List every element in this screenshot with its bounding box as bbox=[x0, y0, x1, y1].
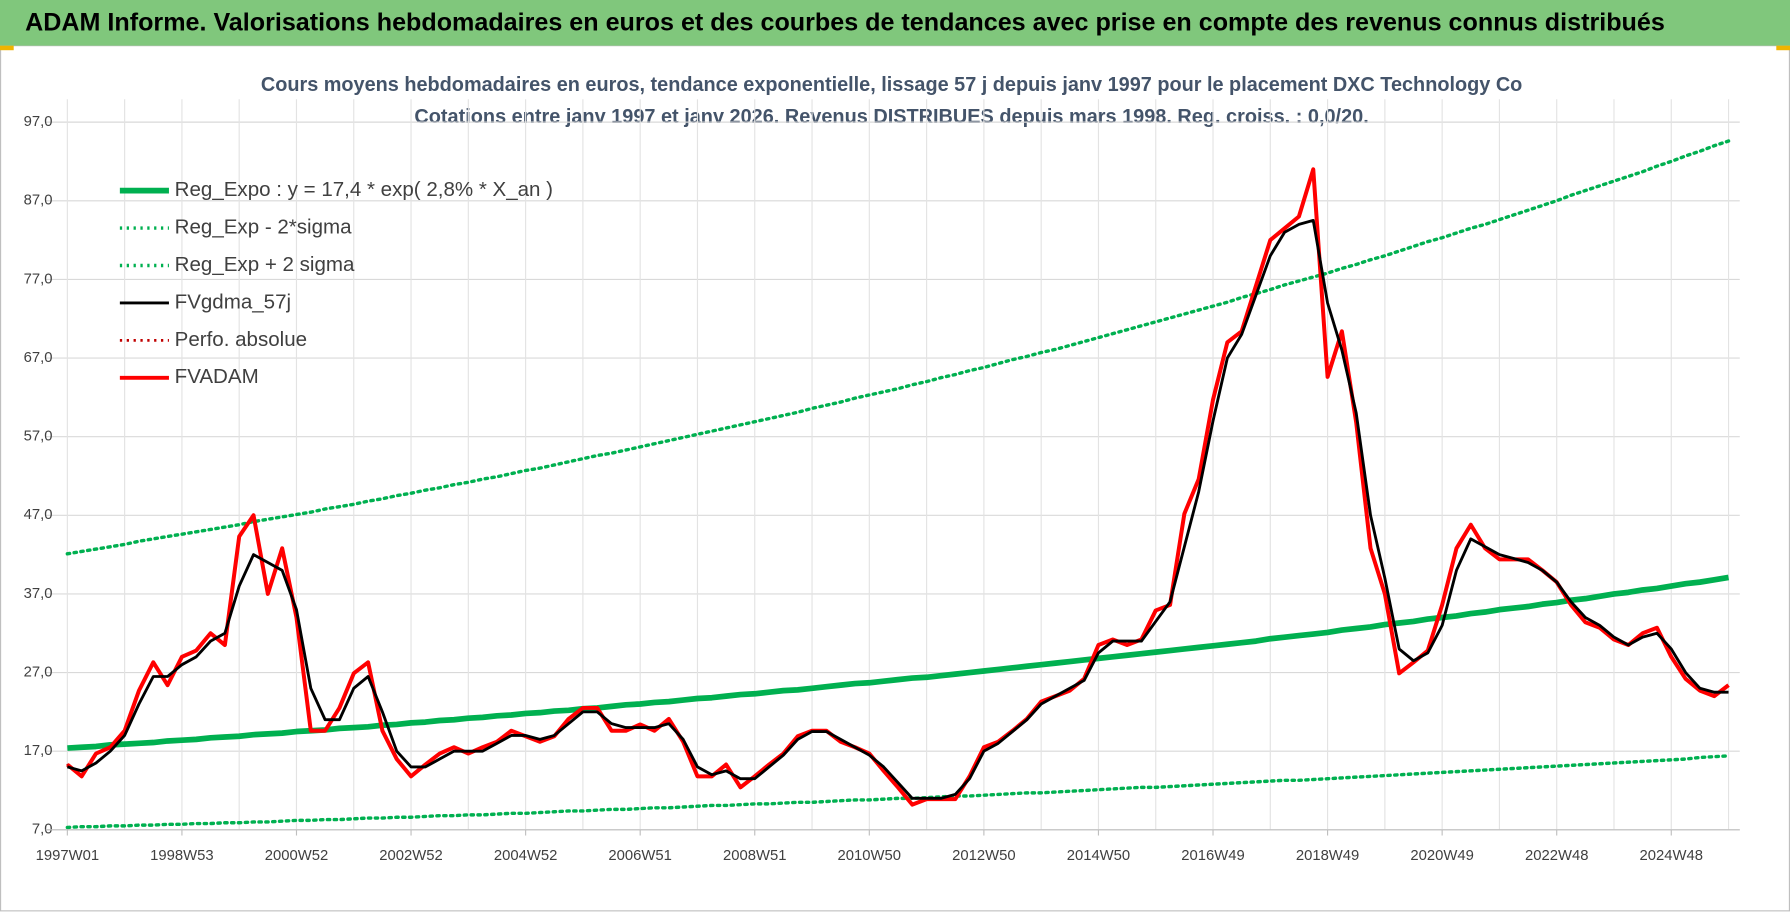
y-tick-label: 17,0 bbox=[24, 743, 53, 759]
series-line bbox=[65, 754, 1731, 830]
x-tick-label: 2012W50 bbox=[952, 848, 1015, 864]
x-tick-label: 2016W49 bbox=[1181, 848, 1244, 864]
legend-label: FVADAM bbox=[175, 365, 259, 388]
chart-title: Cours moyens hebdomadaires en euros, ten… bbox=[261, 73, 1522, 96]
corner-mark bbox=[1776, 45, 1790, 51]
x-tick-label: 2018W49 bbox=[1296, 848, 1359, 864]
x-tick-label: 1998W53 bbox=[150, 848, 213, 864]
y-tick-label: 67,0 bbox=[24, 350, 53, 366]
legend-label: Perfo. absolue bbox=[175, 328, 307, 351]
header-bar bbox=[0, 0, 1790, 46]
x-tick-label: 2004W52 bbox=[494, 848, 557, 864]
page-header: ADAM Informe. Valorisations hebdomadaire… bbox=[25, 9, 1665, 37]
x-tick-label: 2024W48 bbox=[1640, 848, 1703, 864]
x-tick-label: 1997W01 bbox=[36, 848, 99, 864]
y-tick-label: 7,0 bbox=[32, 822, 53, 838]
x-tick-label: 2006W51 bbox=[608, 848, 671, 864]
series-line bbox=[66, 167, 1730, 807]
x-tick-label: 2008W51 bbox=[723, 848, 786, 864]
x-tick-label: 2022W48 bbox=[1525, 848, 1588, 864]
legend-label: Reg_Exp + 2 sigma bbox=[175, 253, 355, 276]
x-tick-label: 2000W52 bbox=[265, 848, 328, 864]
y-tick-label: 47,0 bbox=[24, 507, 53, 523]
legend-label: Reg_Expo : y = 17,4 * exp( 2,8% * X_an ) bbox=[175, 178, 553, 201]
legend: Reg_Expo : y = 17,4 * exp( 2,8% * X_an )… bbox=[119, 178, 553, 388]
y-tick-label: 57,0 bbox=[24, 429, 53, 445]
x-tick-label: 2014W50 bbox=[1067, 848, 1130, 864]
series-line bbox=[65, 139, 1731, 556]
chart-subtitle: Cotations entre janv 1997 et janv 2026. … bbox=[414, 105, 1368, 128]
x-tick-label: 2020W49 bbox=[1410, 848, 1473, 864]
legend-label: FVgdma_57j bbox=[175, 290, 291, 313]
corner-mark bbox=[0, 45, 14, 51]
grid: 7,0 17,0 27,0 37,0 47,0 57,0 67,0 77,0 87,0 97,0 1… bbox=[24, 99, 1740, 864]
y-tick-label: 27,0 bbox=[24, 664, 53, 680]
y-tick-label: 37,0 bbox=[24, 586, 53, 602]
series-line bbox=[66, 218, 1729, 800]
y-tick-label: 87,0 bbox=[24, 193, 53, 209]
x-tick-label: 2010W50 bbox=[838, 848, 901, 864]
y-tick-label: 77,0 bbox=[24, 271, 53, 287]
y-tick-label: 97,0 bbox=[24, 114, 53, 130]
legend-label: Reg_Exp - 2*sigma bbox=[175, 215, 352, 238]
series-line bbox=[67, 574, 1730, 751]
x-tick-label: 2002W52 bbox=[379, 848, 442, 864]
plot-lines bbox=[65, 139, 1731, 830]
